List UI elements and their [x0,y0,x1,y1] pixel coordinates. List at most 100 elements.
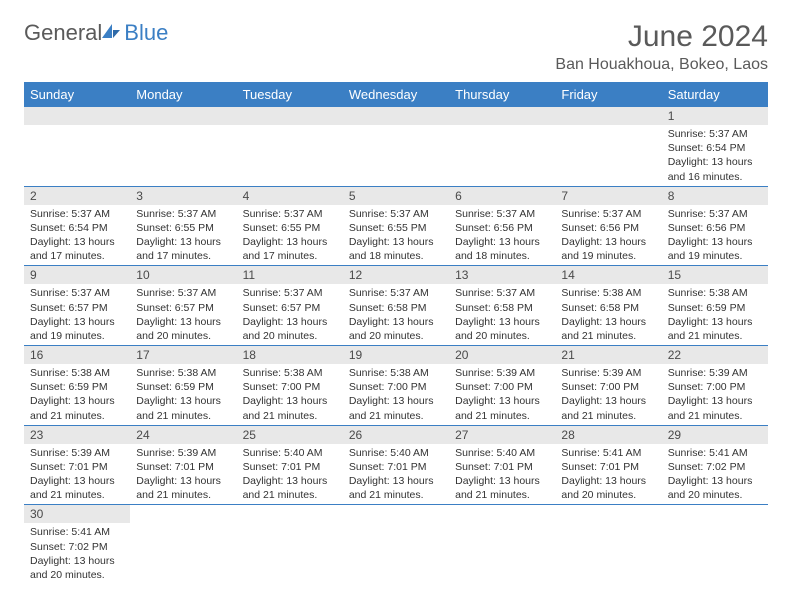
day-details: Sunrise: 5:39 AMSunset: 7:00 PMDaylight:… [449,364,555,425]
day-number: 19 [343,346,449,364]
day-details: Sunrise: 5:37 AMSunset: 6:55 PMDaylight:… [237,205,343,266]
day-number: 21 [555,346,661,364]
day-header: Monday [130,82,236,107]
day-number: 4 [237,187,343,205]
calendar-cell: 18Sunrise: 5:38 AMSunset: 7:00 PMDayligh… [237,346,343,426]
calendar-cell: 16Sunrise: 5:38 AMSunset: 6:59 PMDayligh… [24,346,130,426]
day-number: 26 [343,426,449,444]
day-header: Wednesday [343,82,449,107]
calendar-cell: 24Sunrise: 5:39 AMSunset: 7:01 PMDayligh… [130,425,236,505]
day-details: Sunrise: 5:40 AMSunset: 7:01 PMDaylight:… [237,444,343,505]
location: Ban Houakhoua, Bokeo, Laos [555,56,768,74]
calendar-cell: 23Sunrise: 5:39 AMSunset: 7:01 PMDayligh… [24,425,130,505]
calendar-cell: 1Sunrise: 5:37 AMSunset: 6:54 PMDaylight… [662,107,768,186]
calendar-cell: 15Sunrise: 5:38 AMSunset: 6:59 PMDayligh… [662,266,768,346]
calendar-cell: 22Sunrise: 5:39 AMSunset: 7:00 PMDayligh… [662,346,768,426]
calendar-cell [130,107,236,186]
day-details: Sunrise: 5:38 AMSunset: 6:59 PMDaylight:… [662,284,768,345]
day-header: Sunday [24,82,130,107]
calendar-cell: 20Sunrise: 5:39 AMSunset: 7:00 PMDayligh… [449,346,555,426]
day-number: 11 [237,266,343,284]
logo-sail-icon [100,20,122,46]
calendar-cell [449,505,555,584]
day-number: 2 [24,187,130,205]
calendar-cell: 17Sunrise: 5:38 AMSunset: 6:59 PMDayligh… [130,346,236,426]
day-details: Sunrise: 5:37 AMSunset: 6:56 PMDaylight:… [449,205,555,266]
empty-day-number [343,107,449,125]
day-number: 27 [449,426,555,444]
calendar-head: SundayMondayTuesdayWednesdayThursdayFrid… [24,82,768,107]
day-header: Friday [555,82,661,107]
calendar-cell: 5Sunrise: 5:37 AMSunset: 6:55 PMDaylight… [343,186,449,266]
logo: GeneralBlue [24,20,168,46]
calendar-cell: 3Sunrise: 5:37 AMSunset: 6:55 PMDaylight… [130,186,236,266]
calendar-cell: 28Sunrise: 5:41 AMSunset: 7:01 PMDayligh… [555,425,661,505]
day-details: Sunrise: 5:37 AMSunset: 6:57 PMDaylight:… [24,284,130,345]
day-number: 8 [662,187,768,205]
day-number: 28 [555,426,661,444]
day-details: Sunrise: 5:40 AMSunset: 7:01 PMDaylight:… [343,444,449,505]
day-details: Sunrise: 5:39 AMSunset: 7:00 PMDaylight:… [662,364,768,425]
calendar-cell: 13Sunrise: 5:37 AMSunset: 6:58 PMDayligh… [449,266,555,346]
calendar-cell: 9Sunrise: 5:37 AMSunset: 6:57 PMDaylight… [24,266,130,346]
day-details: Sunrise: 5:39 AMSunset: 7:01 PMDaylight:… [130,444,236,505]
calendar-cell: 7Sunrise: 5:37 AMSunset: 6:56 PMDaylight… [555,186,661,266]
day-number: 9 [24,266,130,284]
day-number: 10 [130,266,236,284]
calendar-cell [449,107,555,186]
calendar-cell [343,107,449,186]
calendar-cell [24,107,130,186]
calendar-cell [237,505,343,584]
day-number: 17 [130,346,236,364]
calendar-cell: 4Sunrise: 5:37 AMSunset: 6:55 PMDaylight… [237,186,343,266]
day-number: 12 [343,266,449,284]
calendar-cell: 14Sunrise: 5:38 AMSunset: 6:58 PMDayligh… [555,266,661,346]
day-details: Sunrise: 5:37 AMSunset: 6:54 PMDaylight:… [662,125,768,186]
day-header: Thursday [449,82,555,107]
day-details: Sunrise: 5:37 AMSunset: 6:58 PMDaylight:… [449,284,555,345]
empty-day-number [449,107,555,125]
day-details: Sunrise: 5:41 AMSunset: 7:02 PMDaylight:… [662,444,768,505]
day-number: 1 [662,107,768,125]
day-details: Sunrise: 5:41 AMSunset: 7:01 PMDaylight:… [555,444,661,505]
empty-day-number [237,107,343,125]
day-details: Sunrise: 5:38 AMSunset: 7:00 PMDaylight:… [343,364,449,425]
calendar-table: SundayMondayTuesdayWednesdayThursdayFrid… [24,82,768,584]
calendar-cell: 27Sunrise: 5:40 AMSunset: 7:01 PMDayligh… [449,425,555,505]
calendar-cell: 6Sunrise: 5:37 AMSunset: 6:56 PMDaylight… [449,186,555,266]
day-number: 6 [449,187,555,205]
day-number: 23 [24,426,130,444]
header: GeneralBlue June 2024 Ban Houakhoua, Bok… [24,20,768,74]
day-number: 22 [662,346,768,364]
calendar-cell: 25Sunrise: 5:40 AMSunset: 7:01 PMDayligh… [237,425,343,505]
day-details: Sunrise: 5:39 AMSunset: 7:00 PMDaylight:… [555,364,661,425]
calendar-cell [555,107,661,186]
calendar-cell [343,505,449,584]
day-details: Sunrise: 5:38 AMSunset: 6:59 PMDaylight:… [130,364,236,425]
day-details: Sunrise: 5:37 AMSunset: 6:56 PMDaylight:… [555,205,661,266]
day-details: Sunrise: 5:40 AMSunset: 7:01 PMDaylight:… [449,444,555,505]
logo-text-blue: Blue [124,20,168,46]
calendar-cell [237,107,343,186]
calendar-cell: 10Sunrise: 5:37 AMSunset: 6:57 PMDayligh… [130,266,236,346]
calendar-cell: 11Sunrise: 5:37 AMSunset: 6:57 PMDayligh… [237,266,343,346]
day-number: 30 [24,505,130,523]
day-details: Sunrise: 5:37 AMSunset: 6:58 PMDaylight:… [343,284,449,345]
day-number: 7 [555,187,661,205]
day-details: Sunrise: 5:37 AMSunset: 6:55 PMDaylight:… [130,205,236,266]
day-details: Sunrise: 5:37 AMSunset: 6:54 PMDaylight:… [24,205,130,266]
calendar-cell [662,505,768,584]
day-number: 24 [130,426,236,444]
day-details: Sunrise: 5:38 AMSunset: 7:00 PMDaylight:… [237,364,343,425]
calendar-cell: 29Sunrise: 5:41 AMSunset: 7:02 PMDayligh… [662,425,768,505]
day-number: 13 [449,266,555,284]
day-number: 14 [555,266,661,284]
day-details: Sunrise: 5:37 AMSunset: 6:56 PMDaylight:… [662,205,768,266]
calendar-cell: 2Sunrise: 5:37 AMSunset: 6:54 PMDaylight… [24,186,130,266]
day-number: 16 [24,346,130,364]
calendar-cell: 21Sunrise: 5:39 AMSunset: 7:00 PMDayligh… [555,346,661,426]
day-details: Sunrise: 5:41 AMSunset: 7:02 PMDaylight:… [24,523,130,584]
day-number: 3 [130,187,236,205]
day-details: Sunrise: 5:38 AMSunset: 6:59 PMDaylight:… [24,364,130,425]
day-number: 15 [662,266,768,284]
